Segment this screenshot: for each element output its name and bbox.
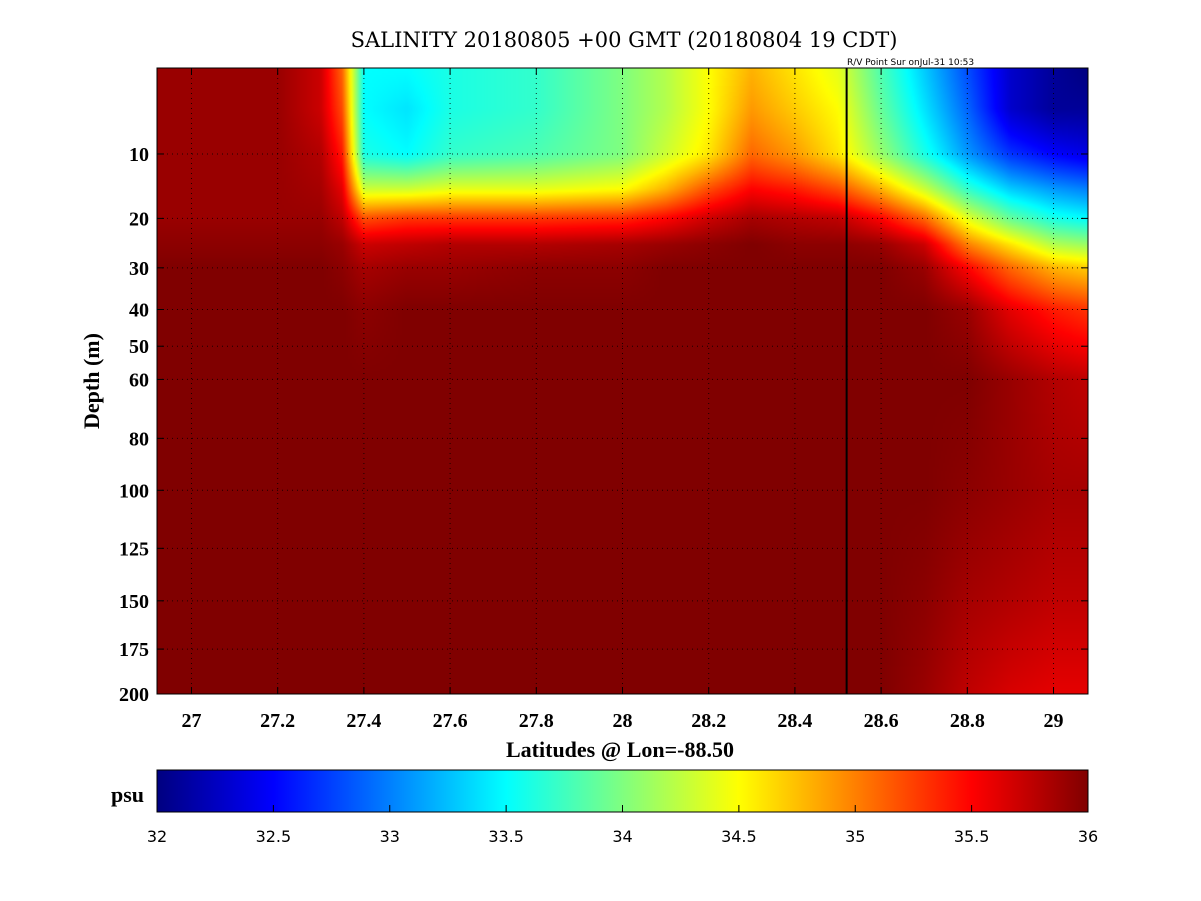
y-axis-ticks: 10 20 30 40 50 60 80 100 125 150 175 200: [119, 144, 1088, 706]
x-tick-label: 27.2: [260, 710, 295, 732]
colorbar-tick-label: 35.5: [954, 827, 990, 846]
y-tick-label: 125: [119, 538, 149, 560]
x-tick-label: 28: [613, 710, 633, 732]
x-tick-label: 28.8: [950, 710, 985, 732]
y-tick-label: 40: [129, 300, 149, 322]
y-tick-label: 80: [129, 428, 149, 450]
x-axis-ticks: 27 27.2 27.4 27.6 27.8 28 28.2 28.4 28.6 28.8 29: [181, 68, 1064, 732]
y-axis-label: Depth (m): [79, 333, 104, 429]
x-tick-label: 28.4: [777, 710, 812, 732]
y-tick-label: 100: [119, 480, 149, 502]
y-tick-label: 150: [119, 591, 149, 613]
colorbar: psu 32 32.5 33 33.5 34 34.5 35 35.5 36: [111, 769, 1098, 846]
y-tick-label: 10: [129, 144, 149, 166]
colorbar-tick-label: 32: [147, 827, 167, 846]
vessel-annotation: R/V Point Sur onJul-31 10:53: [847, 58, 974, 68]
x-tick-label: 28.2: [691, 710, 726, 732]
x-tick-label: 27.6: [433, 710, 468, 732]
x-tick-label: 29: [1044, 710, 1064, 732]
y-tick-label: 200: [119, 684, 149, 706]
x-tick-label: 28.6: [864, 710, 899, 732]
colorbar-tick-label: 34: [612, 827, 632, 846]
y-tick-label: 30: [129, 258, 149, 280]
colorbar-tick-label: 35: [845, 827, 865, 846]
plot-area: [156, 67, 1089, 695]
colorbar-label: psu: [111, 782, 144, 807]
colorbar-tick-label: 33.5: [488, 827, 524, 846]
chart-title: SALINITY 20180805 +00 GMT (20180804 19 C…: [351, 28, 898, 52]
x-axis-label: Latitudes @ Lon=-88.50: [506, 737, 734, 762]
colorbar-ticks: 32 32.5 33 33.5 34 34.5 35 35.5 36: [147, 805, 1098, 846]
y-tick-label: 20: [129, 208, 149, 230]
colorbar-tick-label: 33: [380, 827, 400, 846]
y-tick-label: 60: [129, 369, 149, 391]
y-tick-label: 175: [119, 639, 149, 661]
colorbar-tick-label: 32.5: [256, 827, 292, 846]
x-tick-label: 27.4: [346, 710, 381, 732]
x-tick-label: 27.8: [519, 710, 554, 732]
x-tick-label: 27: [181, 710, 201, 732]
y-tick-label: 50: [129, 336, 149, 358]
colorbar-tick-label: 34.5: [721, 827, 757, 846]
salinity-heatmap: [157, 68, 1088, 694]
gridlines: [157, 68, 1088, 695]
colorbar-tick-label: 36: [1078, 827, 1098, 846]
